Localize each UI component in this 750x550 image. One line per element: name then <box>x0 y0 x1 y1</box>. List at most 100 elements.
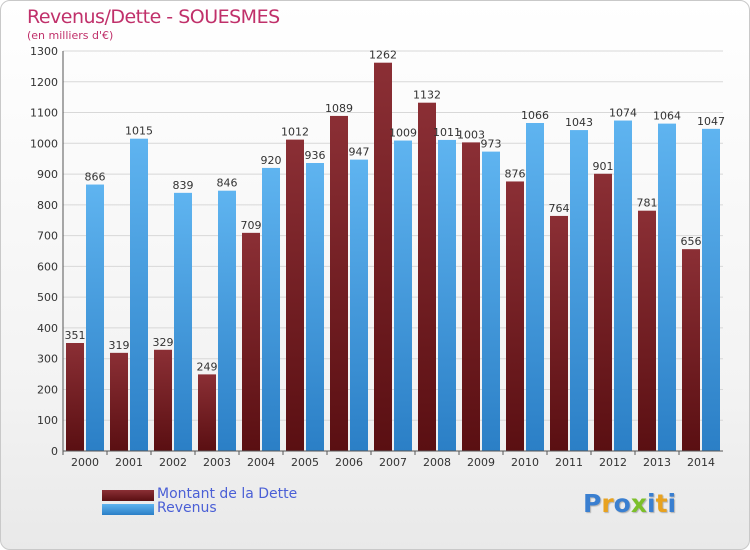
data-label-revenus: 1009 <box>389 127 417 140</box>
x-tick-label: 2014 <box>687 456 715 469</box>
data-label-revenus: 1015 <box>125 125 153 138</box>
y-tick-label: 300 <box>37 353 58 366</box>
bar-dette <box>330 115 348 451</box>
x-tick-label: 2005 <box>291 456 319 469</box>
bar-dette <box>286 139 304 451</box>
legend-swatch-dette <box>102 490 154 501</box>
x-tick-label: 2012 <box>599 456 627 469</box>
data-label-dette: 709 <box>241 219 262 232</box>
data-label-revenus: 1064 <box>653 110 681 123</box>
y-tick-label: 200 <box>37 383 58 396</box>
bar-dette <box>550 215 568 451</box>
bar-revenus <box>86 184 104 452</box>
y-tick-label: 1300 <box>30 45 58 58</box>
bar-dette <box>198 374 216 451</box>
bar-revenus <box>526 123 544 451</box>
data-label-revenus: 866 <box>85 171 106 184</box>
bar-dette <box>638 210 656 451</box>
y-tick-label: 100 <box>37 414 58 427</box>
data-label-dette: 1003 <box>457 128 485 141</box>
data-label-revenus: 1047 <box>697 115 725 128</box>
data-label-revenus: 846 <box>217 177 238 190</box>
data-label-revenus: 839 <box>173 179 194 192</box>
bar-revenus <box>658 123 676 451</box>
chart-title: Revenus/Dette - SOUESMES <box>27 6 280 28</box>
legend-swatch-revenus <box>102 504 154 515</box>
proxiti-logo: Proxiti <box>583 489 676 518</box>
bar-dette <box>374 62 392 451</box>
legend-label-dette: Montant de la Dette <box>157 486 298 502</box>
data-label-revenus: 1066 <box>521 109 549 122</box>
x-tick-label: 2000 <box>71 456 99 469</box>
data-label-dette: 1089 <box>325 102 353 115</box>
data-label-dette: 351 <box>65 329 86 342</box>
y-tick-label: 0 <box>51 445 58 458</box>
data-label-revenus: 947 <box>349 146 370 159</box>
bar-revenus <box>614 120 632 452</box>
y-tick-label: 1000 <box>30 137 58 150</box>
data-label-dette: 781 <box>637 197 658 210</box>
bar-dette <box>462 142 480 451</box>
data-label-dette: 764 <box>549 202 570 215</box>
data-label-revenus: 1011 <box>433 126 461 139</box>
bar-dette <box>506 181 524 451</box>
bar-dette <box>110 352 128 451</box>
data-label-dette: 1012 <box>281 126 309 139</box>
legend-label-revenus: Revenus <box>157 500 217 516</box>
x-tick-label: 2006 <box>335 456 363 469</box>
data-label-dette: 1132 <box>413 89 441 102</box>
bar-dette <box>594 173 612 451</box>
logo-letter: o <box>613 489 631 518</box>
grid <box>63 50 723 452</box>
x-tick-label: 2003 <box>203 456 231 469</box>
x-tick-label: 2008 <box>423 456 451 469</box>
data-label-dette: 901 <box>593 160 614 173</box>
bar-revenus <box>394 140 412 452</box>
logo-letter: r <box>601 489 614 518</box>
x-tick-label: 2011 <box>555 456 583 469</box>
bar-revenus <box>130 138 148 451</box>
x-tick-label: 2009 <box>467 456 495 469</box>
x-tick-label: 2004 <box>247 456 275 469</box>
axes: 0 100 200 300 400 500 600 700 800 900 1000 1100 1200… <box>30 45 723 469</box>
x-tick-label: 2002 <box>159 456 187 469</box>
bar-revenus <box>570 130 588 452</box>
bar-revenus <box>306 163 324 451</box>
data-label-revenus: 1043 <box>565 116 593 129</box>
y-tick-label: 500 <box>37 291 58 304</box>
bar-revenus <box>350 159 368 451</box>
y-tick-label: 700 <box>37 230 58 243</box>
bar-dette <box>242 232 260 451</box>
bar-revenus <box>702 128 720 451</box>
data-label-dette: 656 <box>681 235 702 248</box>
logo-letter: i <box>667 489 677 518</box>
data-label-revenus: 936 <box>305 149 326 162</box>
bars <box>66 62 720 452</box>
bar-dette <box>154 349 172 451</box>
x-tick-label: 2013 <box>643 456 671 469</box>
y-tick-label: 1100 <box>30 107 58 120</box>
x-tick-label: 2010 <box>511 456 539 469</box>
x-tick-label: 2001 <box>115 456 143 469</box>
bar-revenus <box>218 190 236 451</box>
logo-letter: x <box>630 489 647 518</box>
data-label-dette: 329 <box>153 336 174 349</box>
bar-dette <box>66 343 84 451</box>
bar-revenus <box>438 139 456 451</box>
data-labels: 351 866 319 1015 329 839 249 846 709 920 1012 936 10… <box>65 49 726 374</box>
data-label-revenus: 973 <box>481 138 502 151</box>
data-label-dette: 249 <box>197 360 218 373</box>
bar-dette <box>682 249 700 451</box>
x-tick-label: 2007 <box>379 456 407 469</box>
logo-letter: P <box>583 489 602 518</box>
data-label-revenus: 1074 <box>609 107 637 120</box>
chart-subtitle: (en milliers d'€) <box>27 29 114 42</box>
y-tick-label: 800 <box>37 199 58 212</box>
y-tick-label: 900 <box>37 168 58 181</box>
bar-dette <box>418 102 436 451</box>
bar-revenus <box>262 167 280 451</box>
bar-revenus <box>482 151 500 451</box>
logo-letter: t <box>655 489 668 518</box>
